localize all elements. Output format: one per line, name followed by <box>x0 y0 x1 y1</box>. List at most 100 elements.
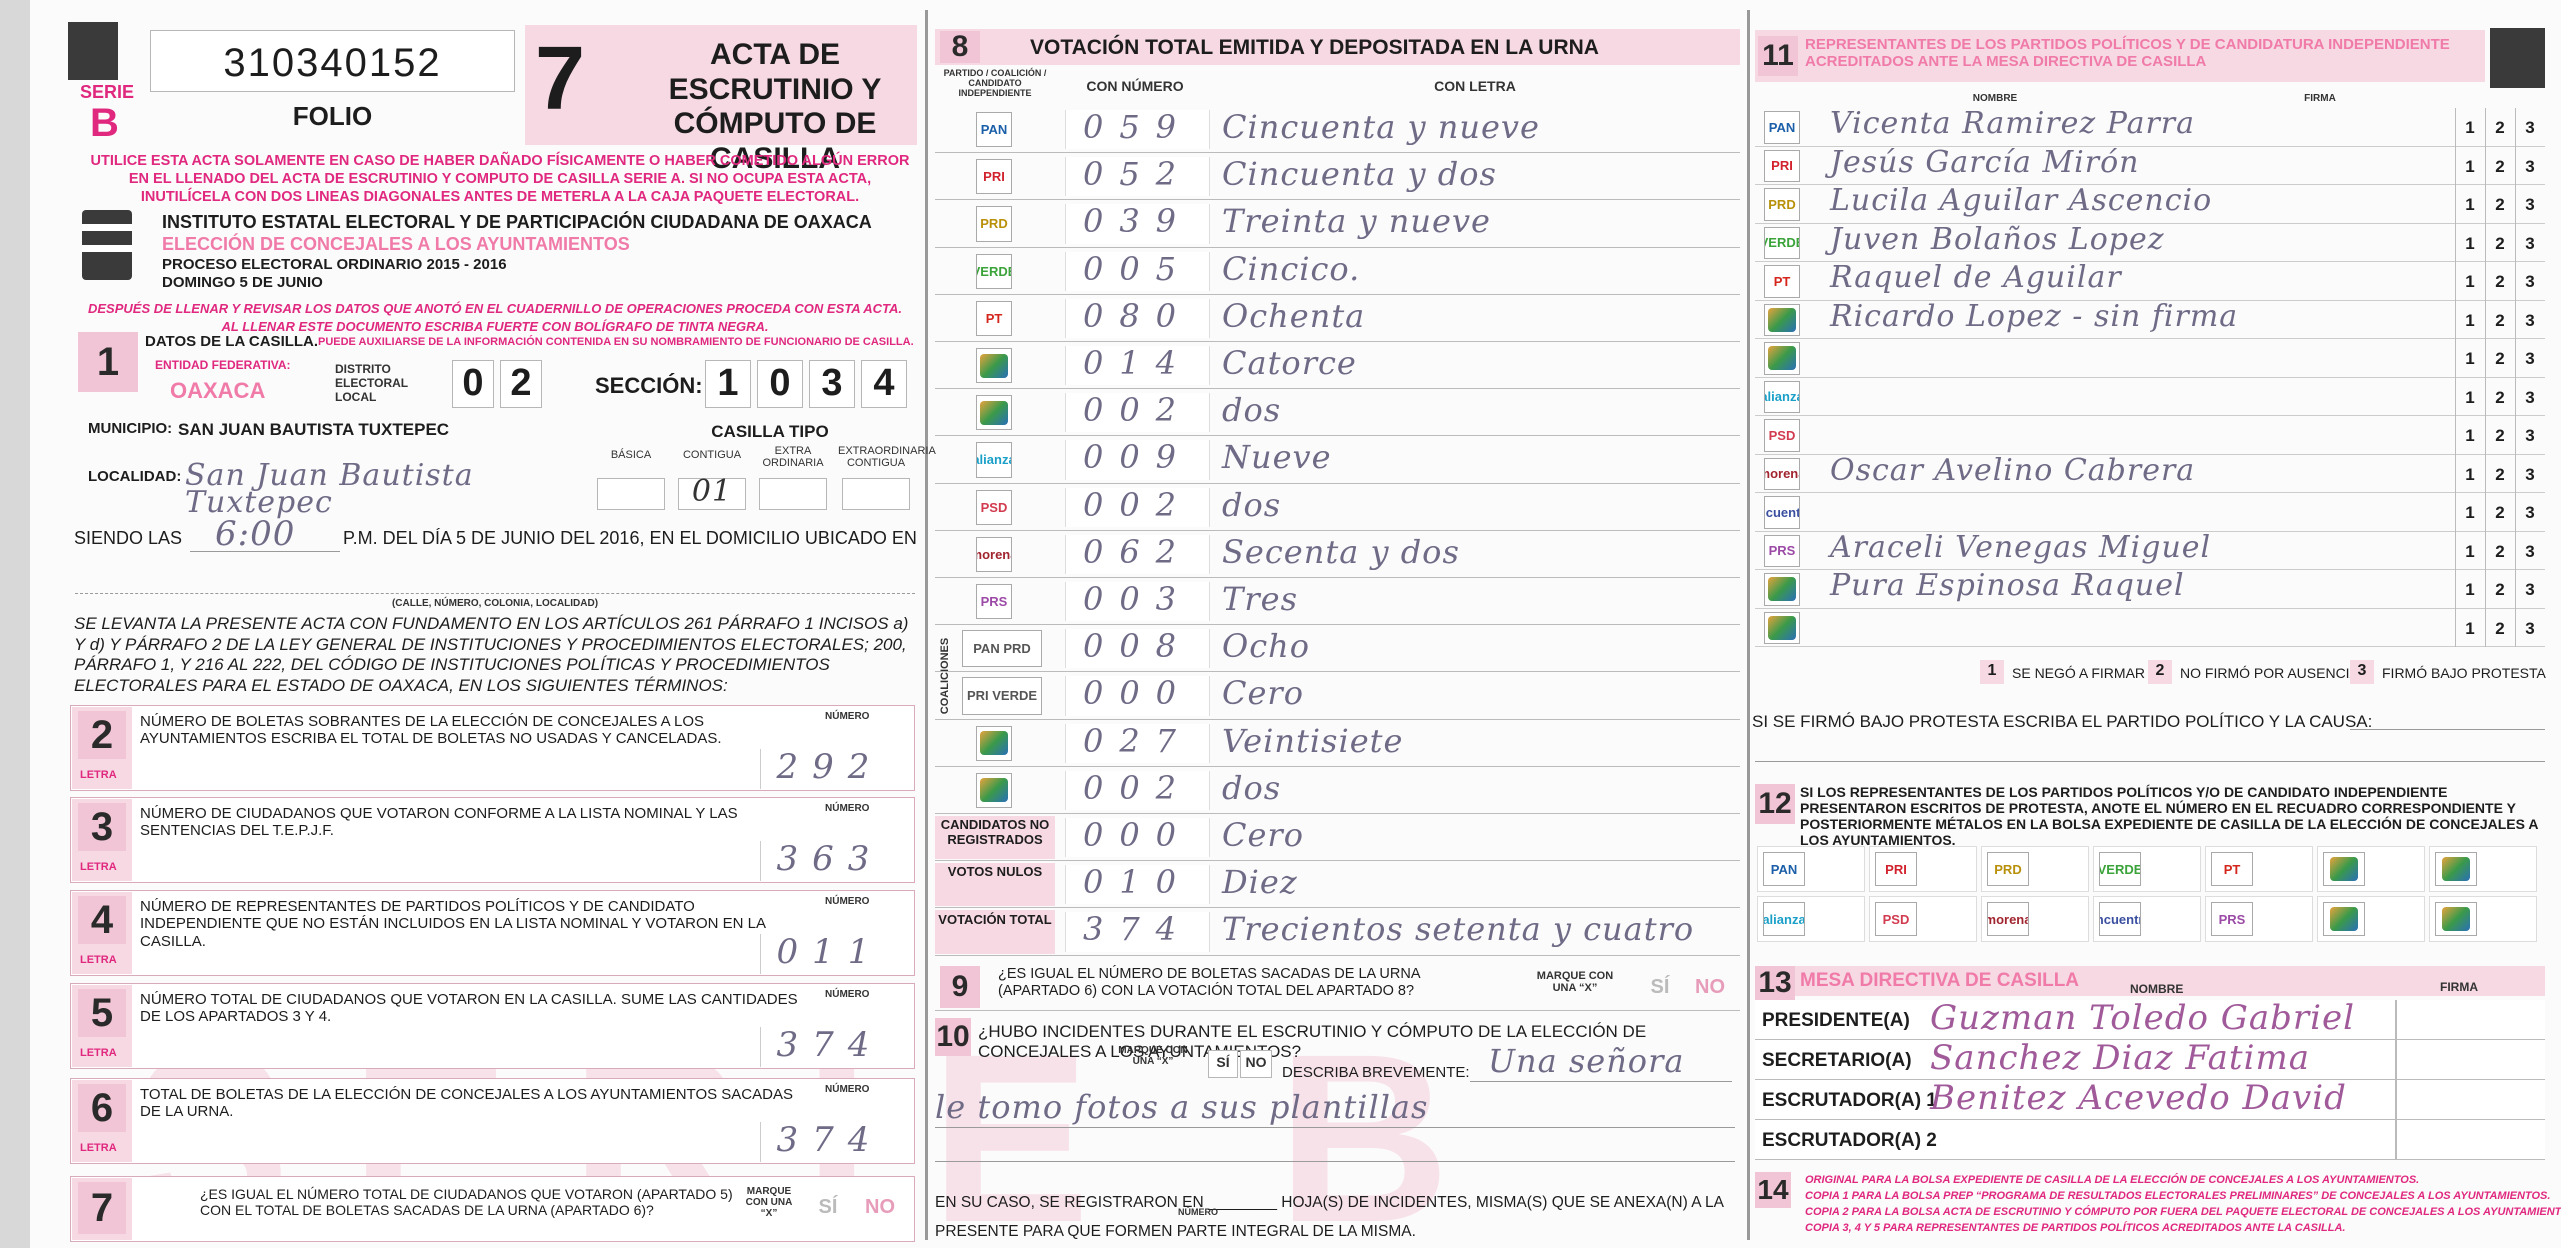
option-cell <box>2515 454 2545 493</box>
description: Una señora <box>1488 1042 1685 1080</box>
sign-divider <box>2395 1080 2397 1120</box>
vote-number: 014 <box>1082 344 1193 382</box>
option-cell <box>2455 339 2485 378</box>
number-cells <box>1065 157 1210 197</box>
rep-name: Oscar Avelino Cabrera <box>1830 452 2196 488</box>
sign-divider <box>2395 1040 2397 1080</box>
option-cell <box>2485 185 2515 224</box>
vote-number: 008 <box>1082 627 1193 666</box>
numero-label: NÚMERO <box>1178 1207 1218 1217</box>
vote-row <box>935 625 1740 673</box>
legend-text: SE NEGÓ A FIRMAR <box>2012 665 2146 681</box>
section-number: 6 <box>78 1084 126 1132</box>
option: 1 <box>2465 195 2475 214</box>
item-text: ¿ES IGUAL EL NÚMERO TOTAL DE CIUDADANOS … <box>200 1186 733 1219</box>
vote-row <box>935 436 1740 484</box>
instruction: AL LLENAR ESTE DOCUMENTO ESCRIBA FUERTE … <box>221 319 769 334</box>
letra-label: LETRA <box>80 1047 117 1059</box>
option: 2 <box>2495 387 2505 407</box>
vote-row <box>935 106 1740 154</box>
vote-number: 003 <box>1082 580 1193 618</box>
option-cell <box>2515 608 2545 647</box>
mark-x <box>812 1184 852 1224</box>
option: 2 <box>2495 233 2505 253</box>
digit: 0 <box>769 362 791 404</box>
option: 1 <box>2465 503 2475 522</box>
option-cell <box>2455 300 2485 339</box>
rep-row <box>1755 301 2545 339</box>
section-11-header <box>1755 30 2485 82</box>
section-9-box <box>935 963 1740 1011</box>
footer-text: EN SU CASO, SE REGISTRARON EN ________ H… <box>935 1194 1724 1241</box>
number-cells <box>1065 534 1210 574</box>
no-box <box>1240 1050 1272 1078</box>
official-role: SECRETARIO(A) <box>1762 1050 1912 1071</box>
hour-line <box>190 550 340 552</box>
option-cell <box>2455 493 2485 532</box>
option-cell <box>2515 185 2545 224</box>
row-label: VOTOS NULOS <box>947 864 1043 880</box>
acta-title: ACTA DE ESCRUTINIO Y CÓMPUTO DE CASILLA <box>668 38 882 175</box>
vote-row <box>935 720 1740 767</box>
vote-row <box>935 295 1740 342</box>
official-row <box>1755 1040 2545 1080</box>
label: SIENDO LAS <box>74 528 183 548</box>
value-boxes <box>760 841 900 881</box>
item-value: 374 <box>776 1120 884 1160</box>
row-label-bg <box>935 910 1055 954</box>
vote-row <box>935 861 1740 909</box>
section-number: 3 <box>78 803 126 851</box>
option: 2 <box>2495 580 2505 599</box>
option: 2 <box>2495 118 2505 137</box>
section-number: 8 <box>940 31 980 63</box>
column-divider <box>1747 10 1750 1240</box>
option: 1 <box>2465 349 2475 368</box>
option: 3 <box>2525 503 2535 522</box>
contigua-value: 01 <box>691 474 733 509</box>
vote-words: dos <box>1222 768 1282 807</box>
date: DOMINGO 5 DE JUNIO <box>162 274 323 291</box>
section-number: 2 <box>78 711 126 759</box>
vote-words: Secenta y dos <box>1222 532 1460 571</box>
numero-label: NÚMERO <box>825 896 870 907</box>
folio-number: 310340152 <box>223 41 442 85</box>
yes-option: SÍ <box>1650 976 1670 998</box>
option-cell <box>2485 570 2515 609</box>
section-number: 4 <box>78 896 126 944</box>
logo-icon <box>1768 577 1796 602</box>
logo-icon <box>980 353 1008 378</box>
digit: 3 <box>821 362 843 404</box>
vote-words: Tres <box>1222 580 1298 618</box>
rep-row <box>1755 532 2545 570</box>
party-logo: PSD <box>1764 419 1800 452</box>
official-name: Guzman Toledo Gabriel <box>1930 998 2356 1038</box>
party-logo: PAN <box>1764 111 1800 144</box>
option: 3 <box>2525 541 2535 561</box>
vote-words: Ocho <box>1222 627 1311 666</box>
hint: (CALLE, NÚMERO, COLONIA, LOCALIDAD) <box>391 598 599 609</box>
official-role: ESCRUTADOR(A) 2 <box>1762 1130 1937 1151</box>
item-box <box>70 1176 915 1242</box>
item-text: NÚMERO DE REPRESENTANTES DE PARTIDOS POL… <box>140 898 766 950</box>
value-boxes <box>760 1027 900 1067</box>
election-name: ELECCIÓN DE CONCEJALES A LOS AYUNTAMIENT… <box>162 234 630 254</box>
rep-row <box>1755 185 2545 224</box>
mark-label: MARQUE CON UNA “X” <box>745 1186 793 1219</box>
vote-number: 059 <box>1082 108 1193 146</box>
option-cell <box>2455 146 2485 185</box>
legend-text: FIRMÓ BAJO PROTESTA <box>2382 665 2546 681</box>
vote-number: 010 <box>1082 863 1193 902</box>
option: 3 <box>2525 233 2535 253</box>
party-logo: morena <box>976 536 1012 572</box>
option: 3 <box>2525 310 2535 330</box>
option-cell <box>2515 570 2545 609</box>
number-cells <box>1065 676 1210 716</box>
option-cell <box>2455 262 2485 301</box>
option-cell <box>2455 108 2485 147</box>
vote-number: 002 <box>1082 485 1193 524</box>
corner-mark <box>2490 28 2545 88</box>
item-text: TOTAL DE BOLETAS DE LA ELECCIÓN DE CONCE… <box>140 1086 793 1121</box>
option-cell <box>2515 146 2545 185</box>
sign-divider <box>2395 1000 2397 1040</box>
